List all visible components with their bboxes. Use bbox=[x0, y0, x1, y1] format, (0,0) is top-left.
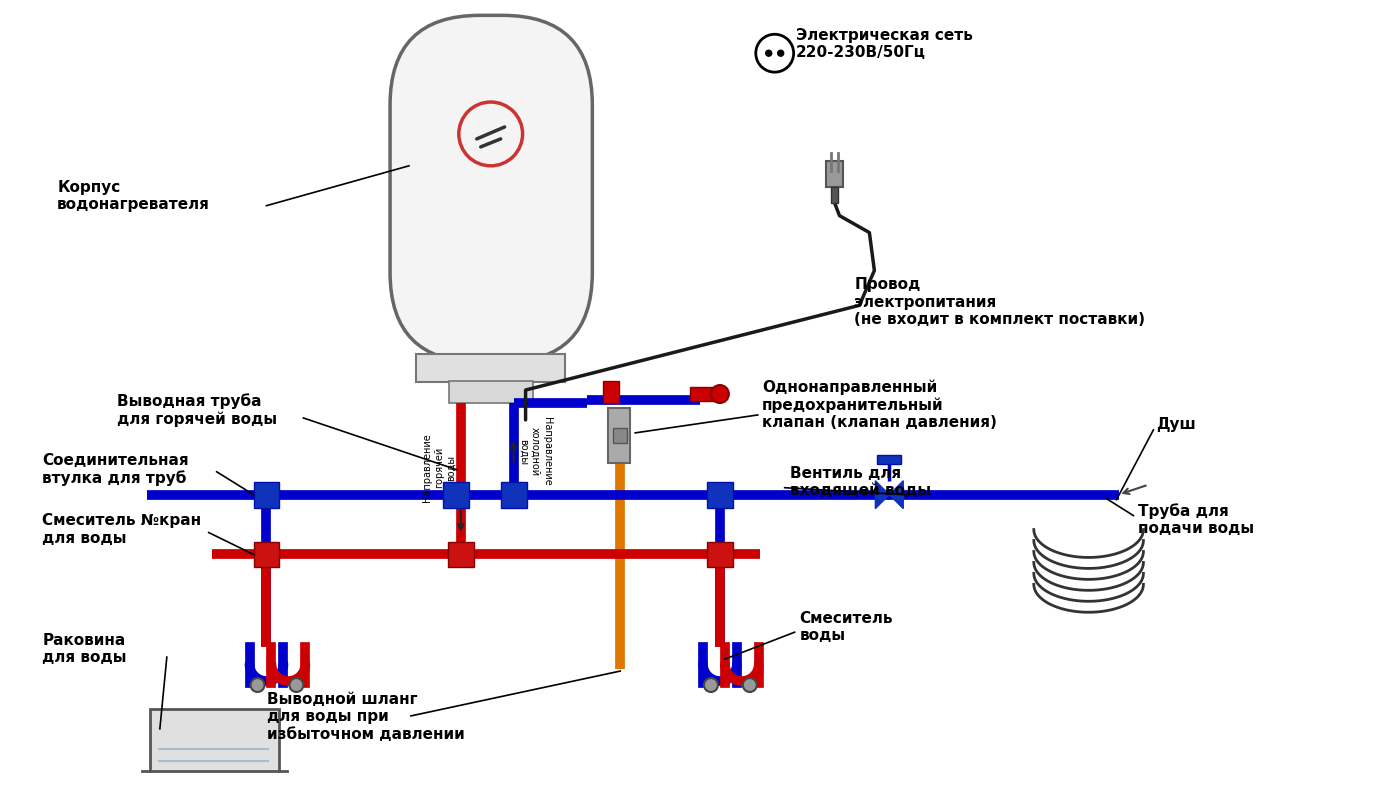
Circle shape bbox=[743, 678, 757, 692]
Text: Соединительная
втулка для труб: Соединительная втулка для труб bbox=[43, 453, 188, 486]
Circle shape bbox=[765, 50, 772, 56]
Text: Смеситель №кран
для воды: Смеситель №кран для воды bbox=[43, 514, 202, 546]
Text: Душ: Душ bbox=[1157, 418, 1196, 433]
Bar bbox=[417, 354, 566, 382]
Bar bbox=[691, 387, 720, 401]
Text: Выводной шланг
для воды при
избыточном давлении: Выводной шланг для воды при избыточном д… bbox=[267, 692, 465, 742]
Bar bbox=[603, 381, 619, 403]
Circle shape bbox=[704, 678, 718, 692]
FancyBboxPatch shape bbox=[390, 15, 592, 362]
Polygon shape bbox=[890, 481, 904, 509]
Bar bbox=[443, 482, 469, 508]
Text: Электрическая сеть
220-230В/50Гц: Электрическая сеть 220-230В/50Гц bbox=[796, 28, 973, 61]
Text: Однонаправленный
предохранительный
клапан (клапан давления): Однонаправленный предохранительный клапа… bbox=[761, 379, 996, 430]
Circle shape bbox=[778, 50, 783, 56]
Bar bbox=[253, 482, 280, 508]
Bar bbox=[830, 186, 839, 202]
Text: Смеситель
воды: Смеситель воды bbox=[800, 611, 893, 643]
Circle shape bbox=[756, 34, 793, 72]
Bar bbox=[448, 542, 473, 567]
Text: Корпус
водонагревателя: Корпус водонагревателя bbox=[57, 179, 210, 212]
Text: Направление
холодной
воды: Направление холодной воды bbox=[519, 418, 552, 486]
Circle shape bbox=[251, 678, 264, 692]
Circle shape bbox=[459, 102, 523, 166]
Circle shape bbox=[711, 385, 729, 403]
Bar bbox=[149, 709, 280, 770]
Text: Направление
горячей
воды: Направление горячей воды bbox=[422, 434, 455, 502]
Bar bbox=[877, 455, 901, 464]
Text: Провод
электропитания
(не входит в комплект поставки): Провод электропитания (не входит в компл… bbox=[854, 278, 1146, 327]
Bar bbox=[825, 161, 843, 186]
Text: Раковина
для воды: Раковина для воды bbox=[43, 633, 127, 666]
Text: Труба для
подачи воды: Труба для подачи воды bbox=[1139, 503, 1254, 536]
Text: Вентиль для
входящей воды: Вентиль для входящей воды bbox=[790, 466, 931, 498]
Polygon shape bbox=[875, 481, 890, 509]
Circle shape bbox=[289, 678, 303, 692]
Text: Выводная труба
для горячей воды: Выводная труба для горячей воды bbox=[118, 393, 277, 427]
Bar bbox=[253, 542, 280, 567]
Bar bbox=[707, 482, 734, 508]
Bar bbox=[501, 482, 526, 508]
Bar bbox=[609, 408, 630, 462]
Bar bbox=[613, 428, 627, 443]
Bar bbox=[448, 381, 533, 403]
Bar bbox=[707, 542, 734, 567]
